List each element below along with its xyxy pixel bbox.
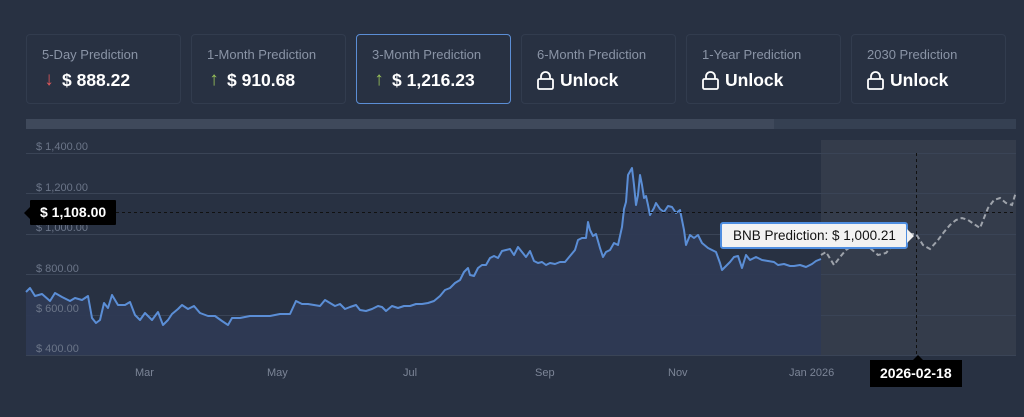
y-tick-1200: $ 1,200.00 bbox=[36, 182, 88, 194]
y-tick-1000: $ 1,000.00 bbox=[36, 222, 88, 234]
crosshair-date-label: 2026-02-18 bbox=[870, 355, 962, 387]
card-value-row: ↑ $ 1,216.23 bbox=[372, 69, 510, 91]
x-tick-mar: Mar bbox=[135, 367, 154, 379]
x-tick-may: May bbox=[267, 367, 288, 379]
card-value-row: ↑ $ 910.68 bbox=[207, 69, 345, 91]
x-tick-jul: Jul bbox=[403, 367, 417, 379]
card-value-row: Unlock bbox=[537, 69, 675, 91]
card-value-row: Unlock bbox=[702, 69, 840, 91]
lock-icon bbox=[867, 70, 884, 90]
card-label: 2030 Prediction bbox=[867, 47, 958, 62]
card-value: $ 1,216.23 bbox=[392, 70, 475, 90]
lock-icon bbox=[702, 70, 719, 90]
card-label: 5-Day Prediction bbox=[42, 47, 139, 62]
card-6-month-prediction[interactable]: 6-Month Prediction Unlock bbox=[521, 34, 676, 104]
x-axis-labels: Mar May Jul Sep Nov Jan 2026 bbox=[135, 367, 834, 379]
prediction-tooltip: BNB Prediction: $ 1,000.21 bbox=[720, 222, 914, 249]
x-tick-jan-2026: Jan 2026 bbox=[789, 367, 834, 379]
card-2030-prediction[interactable]: 2030 Prediction Unlock bbox=[851, 34, 1006, 104]
card-value-row: Unlock bbox=[867, 69, 1005, 91]
x-tick-sep: Sep bbox=[535, 367, 555, 379]
card-1-month-prediction[interactable]: 1-Month Prediction ↑ $ 910.68 bbox=[191, 34, 346, 104]
y-tick-600: $ 600.00 bbox=[36, 303, 79, 315]
card-label: 6-Month Prediction bbox=[537, 47, 647, 62]
y-tick-400: $ 400.00 bbox=[36, 343, 79, 355]
card-1-year-prediction[interactable]: 1-Year Prediction Unlock bbox=[686, 34, 841, 104]
lock-icon bbox=[537, 70, 554, 90]
card-value: $ 910.68 bbox=[227, 70, 296, 90]
unlock-link[interactable]: Unlock bbox=[560, 70, 619, 90]
card-value-row: ↓ $ 888.22 bbox=[42, 69, 180, 91]
card-label: 3-Month Prediction bbox=[372, 47, 482, 62]
arrow-down-icon: ↓ bbox=[44, 69, 54, 90]
prediction-cards: 5-Day Prediction ↓ $ 888.22 1-Month Pred… bbox=[26, 34, 1006, 104]
x-tick-nov: Nov bbox=[668, 367, 688, 379]
card-5-day-prediction[interactable]: 5-Day Prediction ↓ $ 888.22 bbox=[26, 34, 181, 104]
y-tick-1400: $ 1,400.00 bbox=[36, 141, 88, 153]
y-tick-800: $ 800.00 bbox=[36, 263, 79, 275]
y-axis-labels: $ 1,400.00 $ 1,200.00 $ 1,000.00 $ 800.0… bbox=[36, 141, 88, 355]
history-line bbox=[25, 167, 822, 326]
card-label: 1-Year Prediction bbox=[702, 47, 802, 62]
history-area bbox=[26, 168, 821, 355]
crosshair-price-label: $ 1,108.00 bbox=[23, 200, 117, 225]
card-3-month-prediction[interactable]: 3-Month Prediction ↑ $ 1,216.23 bbox=[356, 34, 511, 104]
card-label: 1-Month Prediction bbox=[207, 47, 317, 62]
unlock-link[interactable]: Unlock bbox=[725, 70, 784, 90]
unlock-link[interactable]: Unlock bbox=[890, 70, 949, 90]
arrow-up-icon: ↑ bbox=[209, 69, 219, 90]
scrollbar-thumb[interactable] bbox=[26, 119, 774, 129]
chart-range-scrollbar[interactable] bbox=[26, 119, 1016, 129]
arrow-up-icon: ↑ bbox=[374, 69, 384, 90]
card-value: $ 888.22 bbox=[62, 70, 131, 90]
